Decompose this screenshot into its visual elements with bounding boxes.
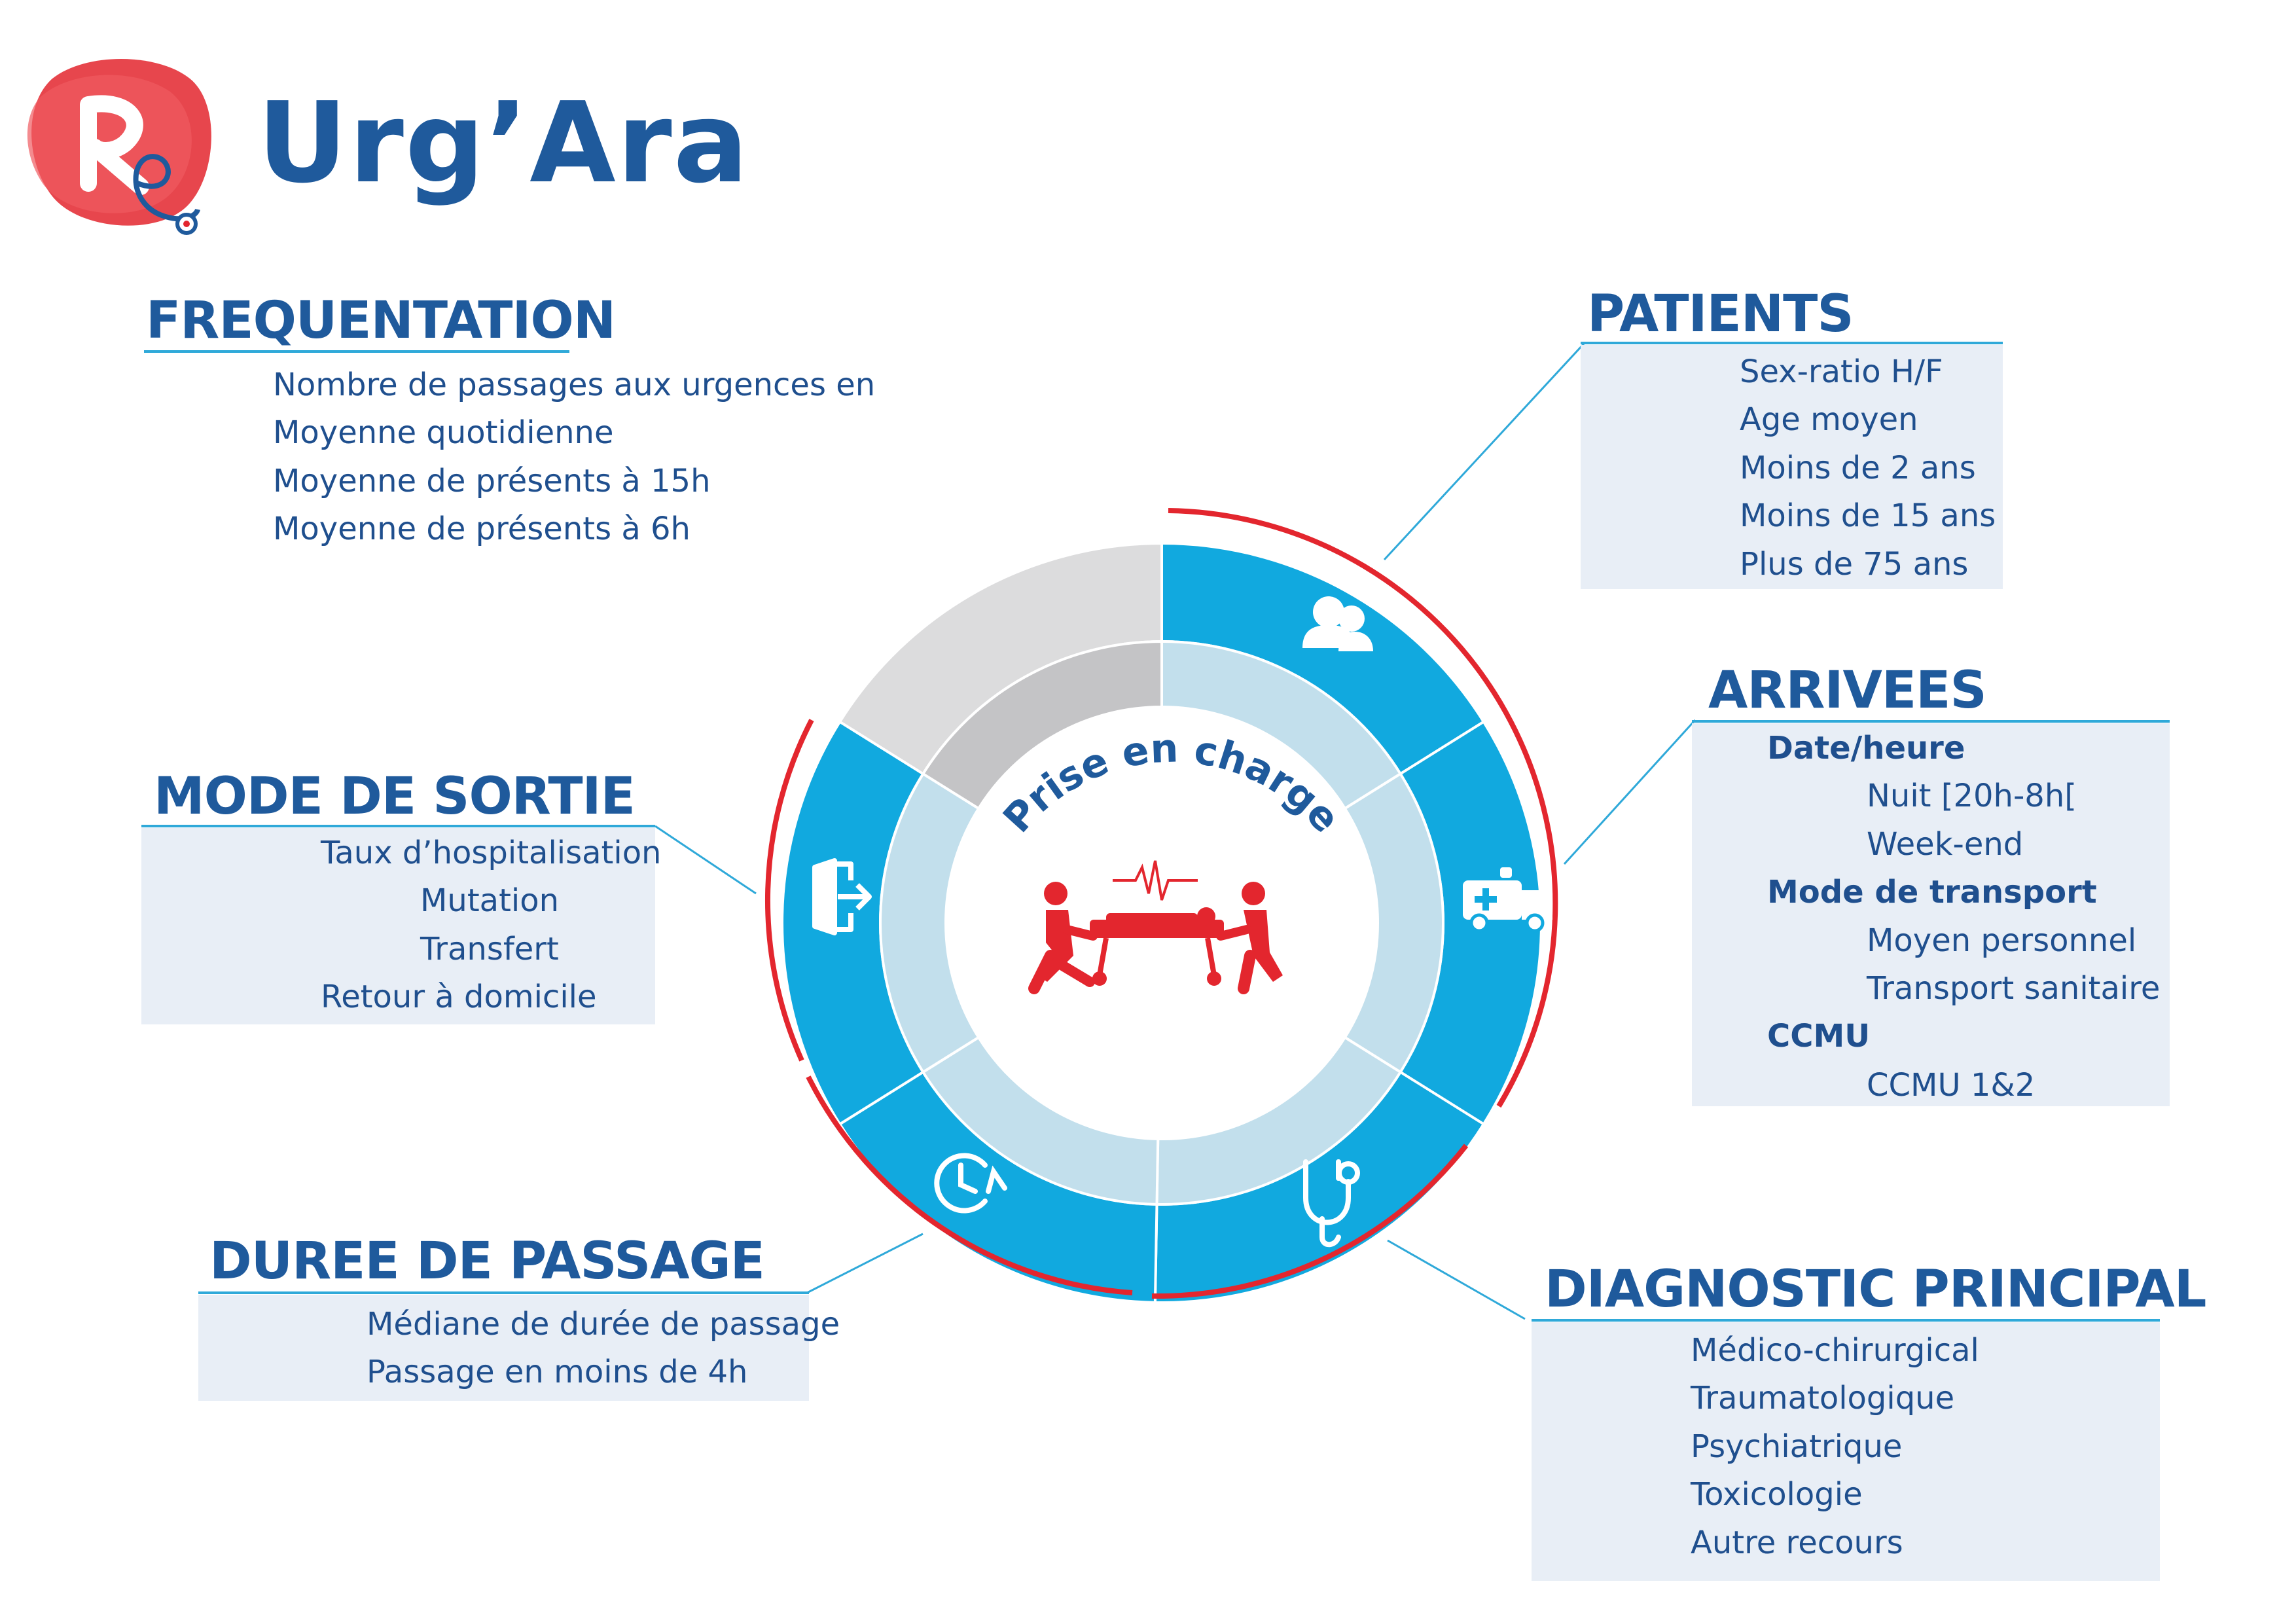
list-item: Médiane de durée de passage — [367, 1306, 840, 1343]
list-item: Psychiatrique — [1691, 1428, 1903, 1465]
list-item: Médico-chirurgical — [1691, 1332, 1979, 1369]
list-item: Moins de 2 ans — [1740, 450, 1976, 486]
list-item: Moyenne de présents à 15h — [273, 463, 711, 499]
clock-icon — [934, 1153, 1007, 1214]
accent-arc-bottomleft — [806, 1075, 1133, 1295]
list-item: Toxicologie — [1691, 1476, 1863, 1513]
accent-arc-left — [765, 719, 814, 1062]
accent-arc-bottom — [1151, 1144, 1469, 1299]
list-item: Moyenne de présents à 6h — [273, 511, 691, 547]
patients-icon — [1302, 596, 1373, 651]
list-item: Week-end — [1867, 826, 2024, 863]
list-item: Moyen personnel — [1867, 922, 2137, 959]
group-label: Mode de transport — [1767, 874, 2097, 911]
arrivees-title: ARRIVEES — [1708, 661, 1987, 720]
list-item: Mutation — [420, 882, 560, 919]
brand-logo — [27, 59, 211, 235]
list-item: Passage en moins de 4h — [367, 1354, 748, 1390]
list-item: Nuit [20h-8h[ — [1867, 778, 2077, 814]
list-item: Retour à domicile — [321, 979, 597, 1015]
accent-arc-right — [1168, 508, 1558, 1108]
list-item: Traumatologique — [1691, 1380, 1955, 1416]
patients-title: PATIENTS — [1587, 285, 1854, 344]
list-item: Moins de 15 ans — [1740, 497, 1996, 534]
list-item: Transfert — [420, 931, 559, 967]
exit-door-icon — [812, 858, 872, 935]
ambulance-icon — [1463, 867, 1552, 933]
group-label: Date/heure — [1767, 730, 1965, 767]
stethoscope-icon — [1303, 1159, 1360, 1248]
list-item: Autre recours — [1691, 1525, 1903, 1561]
list-item: Moyenne quotidienne — [273, 414, 614, 451]
list-item: CCMU 1&2 — [1867, 1067, 2036, 1104]
duree-de-passage-title: DUREE DE PASSAGE — [209, 1232, 765, 1291]
brand-name: Urg’Ara — [257, 79, 750, 208]
group-label: CCMU — [1767, 1018, 1871, 1055]
list-item: Plus de 75 ans — [1740, 546, 1969, 583]
list-item: Transport sanitaire — [1867, 970, 2161, 1007]
list-item: Sex-ratio H/F — [1740, 353, 1943, 390]
ring-segment-frequentation-inner — [921, 640, 1163, 810]
list-item: Nombre de passages aux urgences en — [273, 367, 876, 403]
mode-de-sortie-title: MODE DE SORTIE — [154, 767, 636, 826]
frequentation-title: FREQUENTATION — [146, 291, 616, 350]
diagnostic-principal-title: DIAGNOSTIC PRINCIPAL — [1545, 1260, 2206, 1319]
stretcher-bearers-icon — [1028, 882, 1283, 994]
heartbeat-icon — [1113, 860, 1198, 901]
list-item: Taux d’hospitalisation — [321, 835, 662, 871]
list-item: Age moyen — [1740, 401, 1918, 438]
